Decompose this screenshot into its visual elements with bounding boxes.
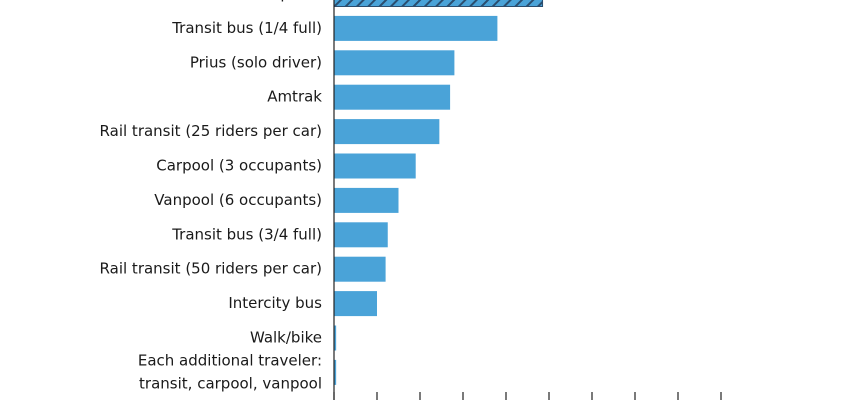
- category-labels: Airplane Transit bus (1/4 full) Prius (sol…: [100, 0, 323, 392]
- bar: [334, 325, 337, 351]
- bar: [334, 359, 337, 385]
- category-label: Rail transit (25 riders per car): [100, 122, 322, 140]
- bar: [334, 291, 377, 317]
- category-label: Amtrak: [267, 88, 322, 106]
- bars: [333, 0, 544, 385]
- category-label: Airplane: [260, 0, 322, 3]
- bar: [334, 119, 440, 145]
- category-label: Rail transit (50 riders per car): [100, 260, 322, 278]
- category-label: Vanpool (6 occupants): [154, 191, 322, 209]
- bar: [333, 0, 544, 7]
- bar: [334, 50, 455, 76]
- axes: [333, 0, 722, 400]
- category-label: Transit bus (3/4 full): [171, 225, 322, 243]
- category-label: Carpool (3 occupants): [156, 157, 322, 175]
- category-label: Each additional traveler: transit, carpoo…: [138, 351, 322, 392]
- category-label: Intercity bus: [228, 294, 322, 312]
- category-label: Prius (solo driver): [190, 53, 322, 71]
- bar: [334, 15, 498, 41]
- bar: [334, 187, 399, 213]
- bar: [334, 256, 386, 282]
- category-label: Walk/bike: [250, 329, 322, 347]
- bar: [334, 222, 388, 248]
- bar: [334, 153, 416, 179]
- bar: [334, 84, 451, 110]
- category-label: Transit bus (1/4 full): [171, 19, 322, 37]
